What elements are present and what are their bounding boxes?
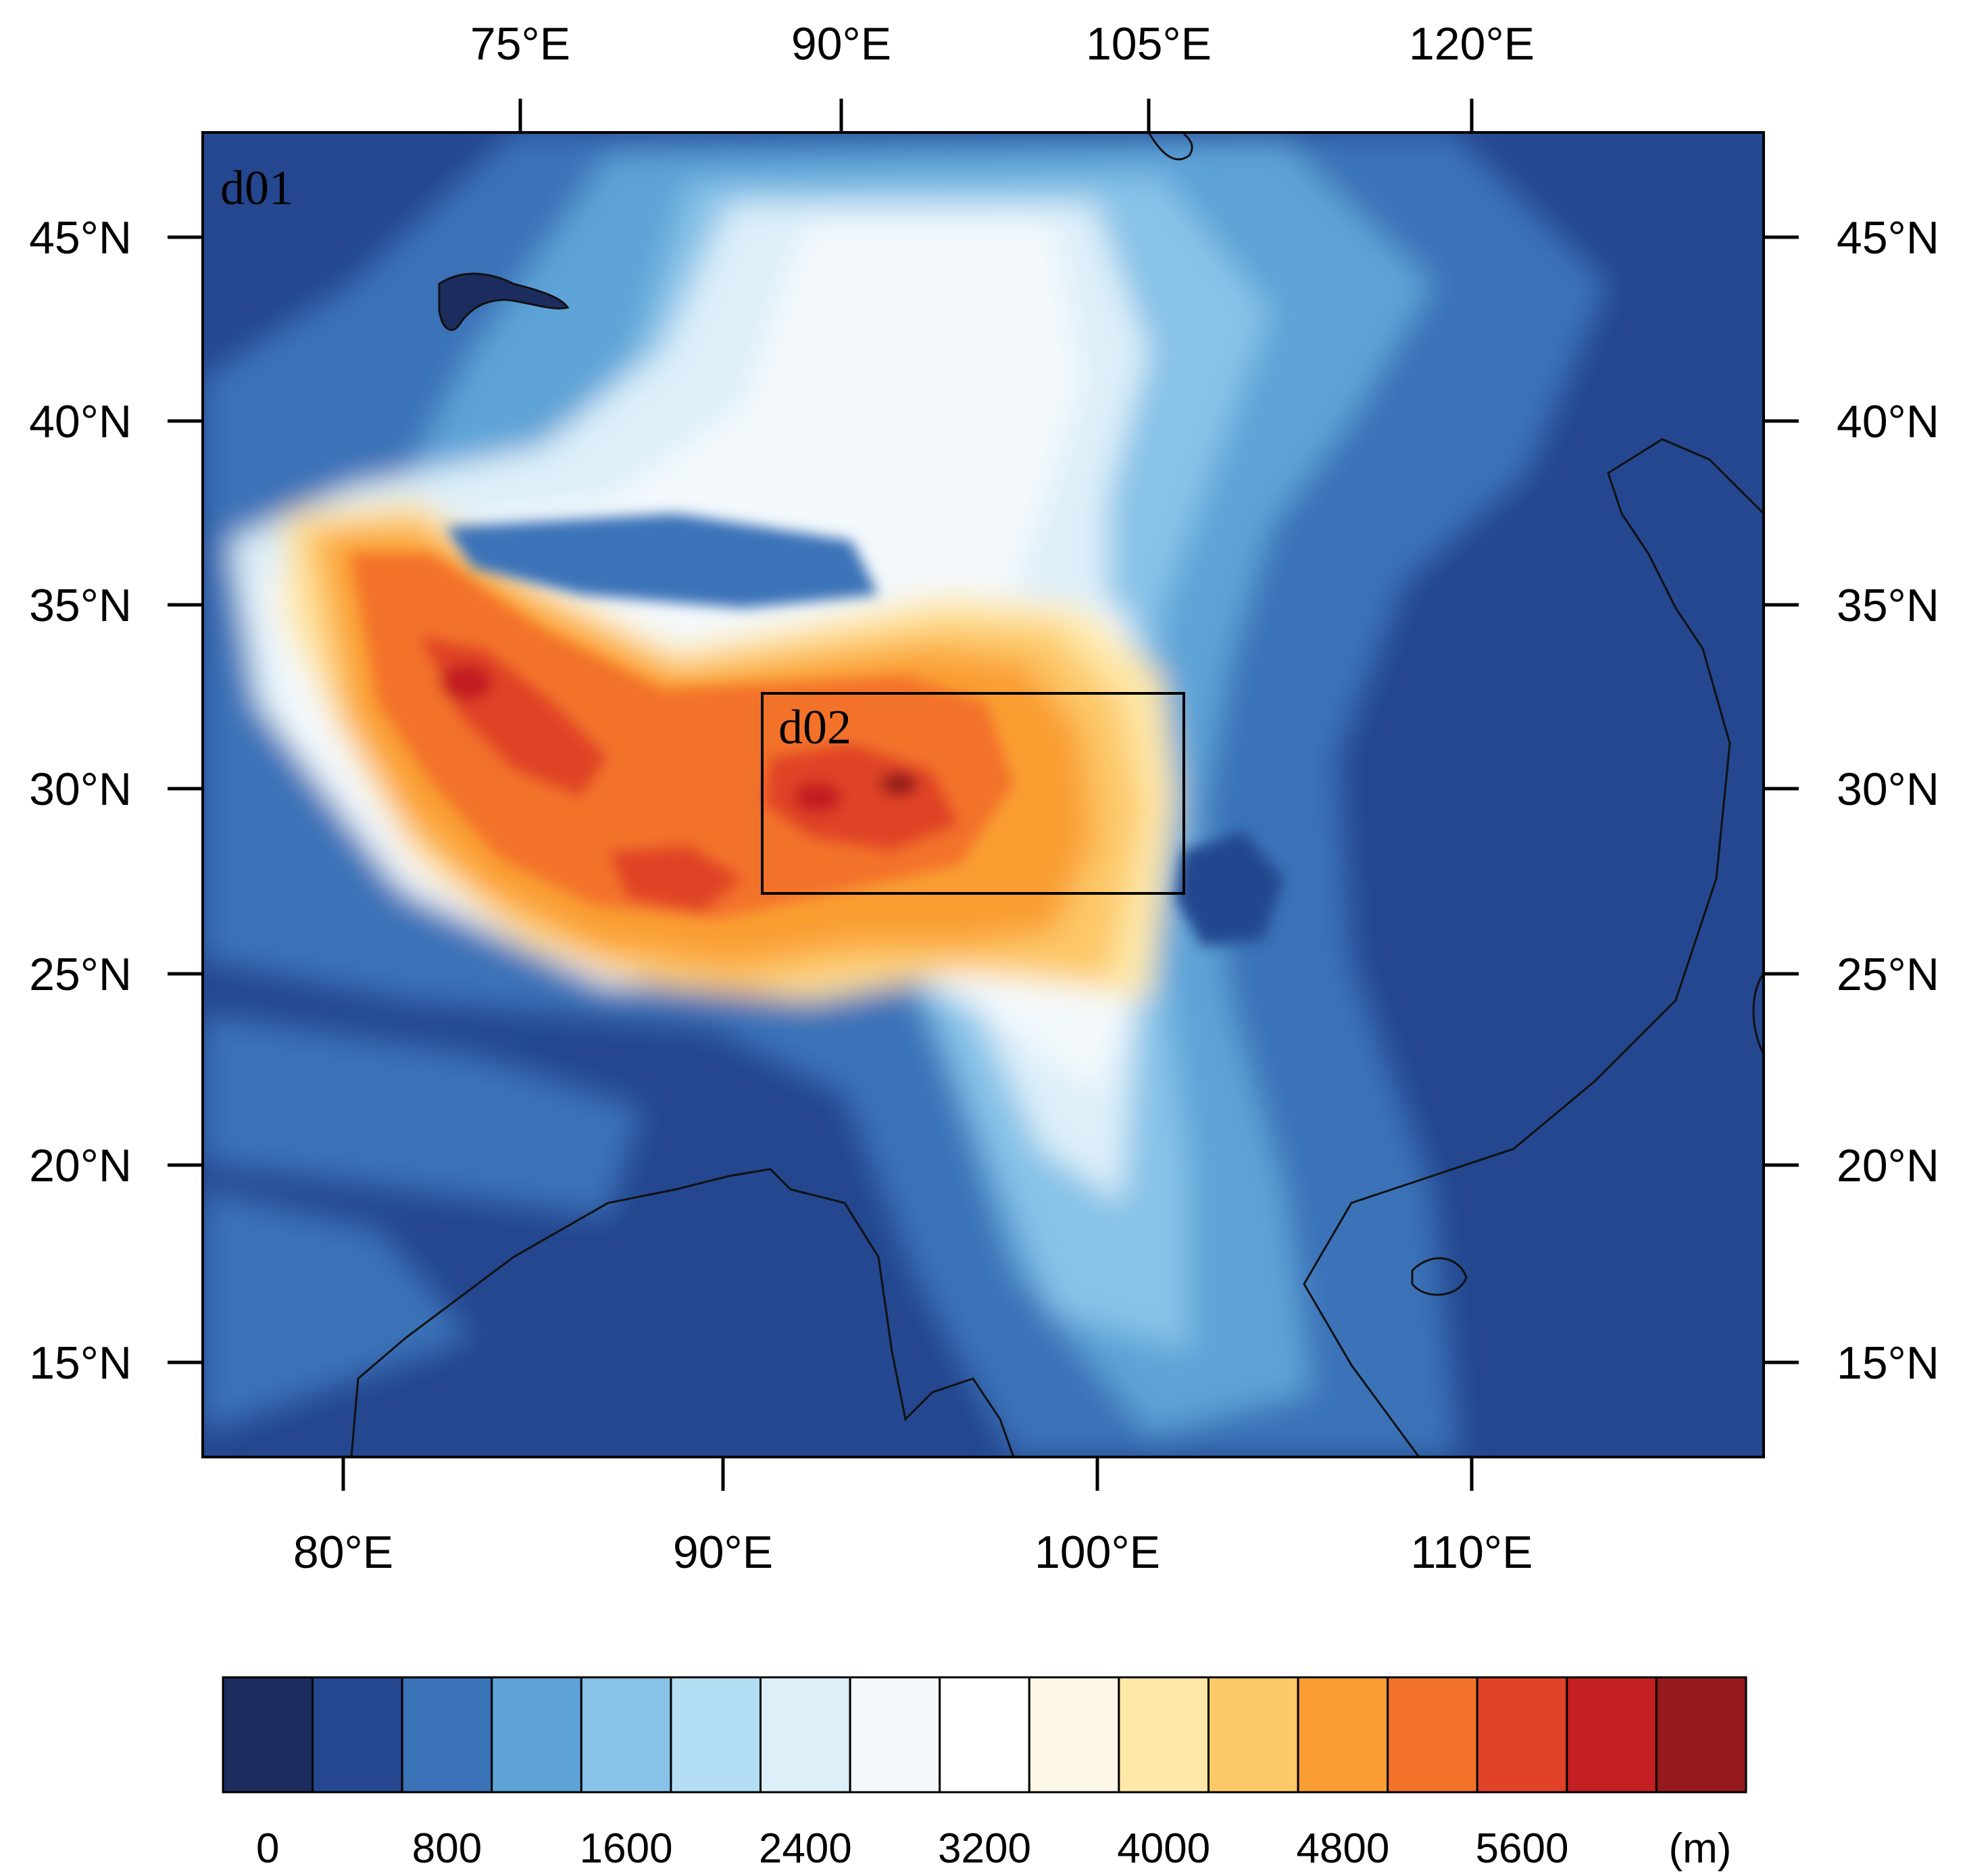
plateau-peaks (351, 554, 1014, 919)
peak-max-2 (793, 781, 842, 814)
colorbar-swatch (1655, 1676, 1747, 1794)
band-mid-low-west (203, 1014, 642, 1216)
right-tick-label: 20°N (1837, 1140, 1939, 1191)
colorbar-label: 1600 (580, 1825, 673, 1872)
colorbar-swatch (491, 1676, 582, 1794)
colorbar-swatch (1207, 1676, 1299, 1794)
left-tick-label: 40°N (29, 396, 132, 447)
right-tick-label: 25°N (1837, 949, 1939, 1000)
lake-balkhash (438, 272, 570, 331)
peak-band-red-3 (608, 845, 743, 912)
colorbar-label: 4800 (1296, 1825, 1389, 1872)
hainan-island (1411, 1257, 1468, 1296)
right-tick-label: 40°N (1837, 396, 1939, 447)
colorbar-swatch (580, 1676, 672, 1794)
colorbar-swatches (222, 1676, 1747, 1794)
sichuan-basin (1176, 831, 1284, 946)
colorbar: 0 800 1600 2400 3200 4000 4800 5600 (m) (222, 1676, 1747, 1872)
colorbar-swatch (1476, 1676, 1568, 1794)
right-tick-label: 15°N (1837, 1337, 1939, 1389)
top-tick-label: 90°E (791, 18, 891, 70)
tarim-basin (446, 514, 878, 608)
top-tick-label: 75°E (470, 18, 570, 70)
colorbar-swatch (1297, 1676, 1389, 1794)
colorbar-swatch (849, 1676, 941, 1794)
left-tick-label: 15°N (29, 1337, 132, 1389)
colorbar-label: 2400 (759, 1825, 852, 1872)
tick-marks (168, 99, 1799, 1491)
map-frame (201, 131, 1765, 1458)
right-tick-label: 45°N (1837, 212, 1939, 264)
bottom-tick-label: 100°E (1035, 1527, 1160, 1578)
left-tick-label: 20°N (29, 1140, 132, 1191)
d02-label: d02 (778, 700, 851, 754)
colorbar-swatch (1566, 1676, 1658, 1794)
bottom-tick-label: 80°E (293, 1527, 393, 1578)
left-tick-label: 45°N (29, 212, 132, 264)
colorbar-label: 800 (412, 1825, 482, 1872)
bottom-tick-label: 90°E (673, 1527, 773, 1578)
peak-max-1 (439, 664, 493, 701)
left-tick-label: 25°N (29, 949, 132, 1000)
indochina-coast (1303, 438, 1764, 1457)
coastlines (350, 132, 1764, 1457)
colorbar-swatch (222, 1676, 314, 1794)
colorbar-label: 4000 (1117, 1825, 1210, 1872)
peak-max-3 (880, 772, 918, 796)
left-tick-label: 35°N (29, 580, 132, 631)
bottom-tick-label: 110°E (1411, 1527, 1533, 1578)
top-tick-label: 105°E (1086, 18, 1212, 70)
elevation-map (203, 132, 1764, 1457)
tick-labels: 75°E 90°E 105°E 120°E 80°E 90°E 100°E 11… (29, 18, 1939, 1578)
taiwan-edge (1752, 972, 1764, 1055)
right-tick-label: 35°N (1837, 580, 1939, 631)
colorbar-swatch (312, 1676, 403, 1794)
right-tick-label: 30°N (1837, 764, 1939, 815)
colorbar-swatch (401, 1676, 493, 1794)
colorbar-swatch (1028, 1676, 1120, 1794)
colorbar-labels: 0 800 1600 2400 3200 4000 4800 5600 (256, 1825, 1568, 1872)
colorbar-unit: (m) (1669, 1825, 1732, 1872)
colorbar-swatch (1387, 1676, 1478, 1794)
baikal-edge (1147, 132, 1193, 161)
left-tick-label: 30°N (29, 764, 132, 815)
peak-band-red-2 (764, 743, 960, 851)
d02-domain-box (761, 692, 1185, 895)
colorbar-label: 5600 (1476, 1825, 1569, 1872)
top-tick-label: 120°E (1409, 18, 1535, 70)
colorbar-swatch (760, 1676, 851, 1794)
colorbar-swatch (1118, 1676, 1210, 1794)
colorbar-label: 0 (256, 1825, 279, 1872)
colorbar-label: 3200 (938, 1825, 1031, 1872)
colorbar-swatch (670, 1676, 762, 1794)
colorbar-swatch (939, 1676, 1030, 1794)
d01-label: d01 (220, 161, 293, 215)
india-coast (350, 1168, 1015, 1457)
